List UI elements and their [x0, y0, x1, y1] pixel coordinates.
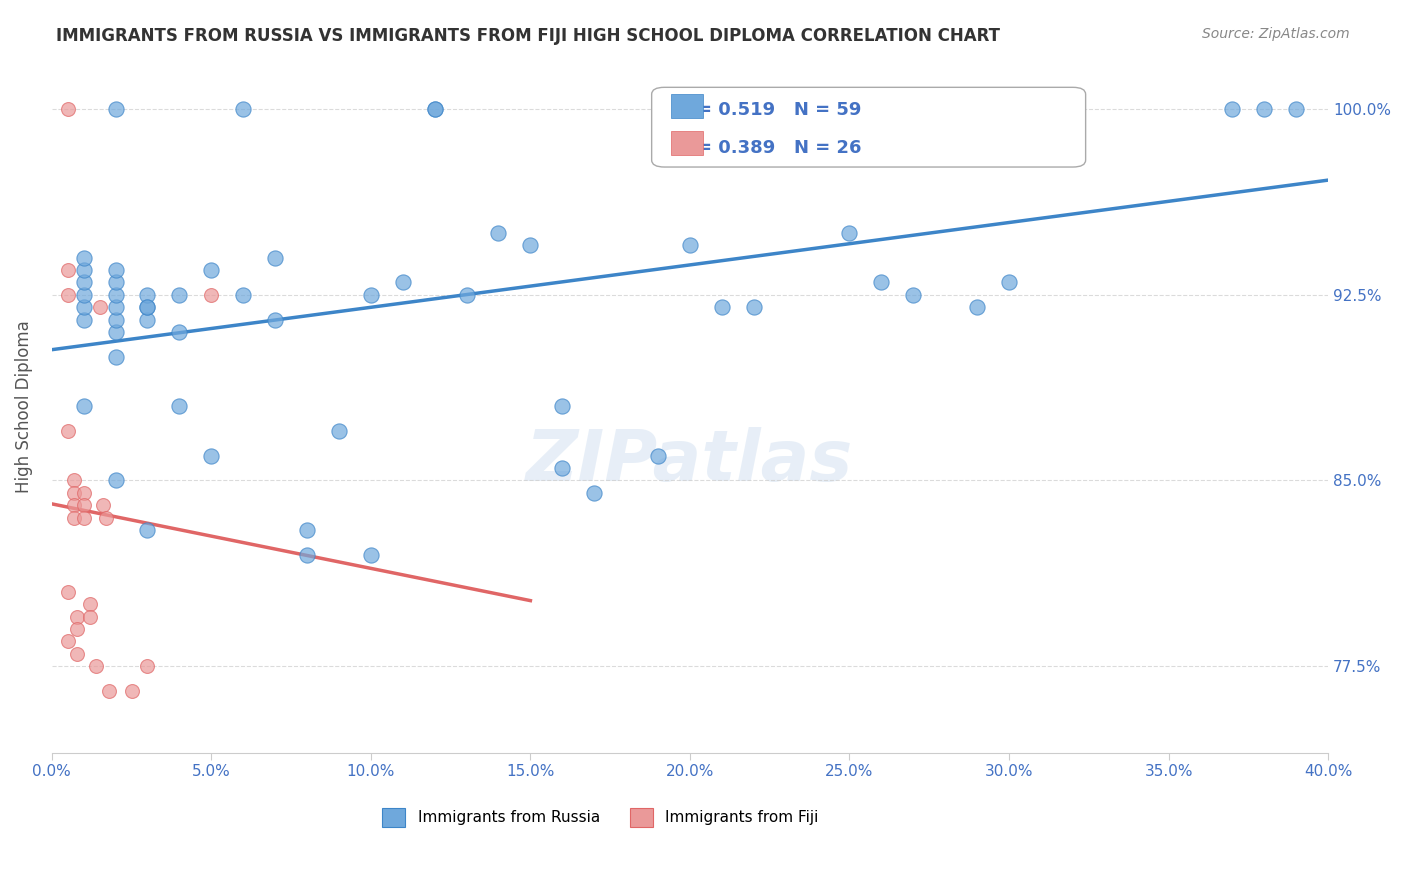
Point	[79, 597, 101, 611]
Point	[104, 287, 127, 301]
Point	[66, 609, 89, 624]
Text: IMMIGRANTS FROM RUSSIA VS IMMIGRANTS FROM FIJI HIGH SCHOOL DIPLOMA CORRELATION C: IMMIGRANTS FROM RUSSIA VS IMMIGRANTS FRO…	[56, 27, 1000, 45]
Point	[200, 287, 222, 301]
Text: R = 0.389   N = 26: R = 0.389 N = 26	[678, 139, 862, 157]
Point	[104, 325, 127, 339]
Point	[806, 102, 828, 116]
Point	[169, 325, 191, 339]
Point	[104, 474, 127, 488]
Point	[136, 300, 159, 314]
Point	[391, 276, 413, 290]
Point	[73, 312, 96, 326]
Point	[1029, 102, 1052, 116]
Point	[79, 609, 101, 624]
Point	[56, 424, 79, 438]
Point	[1285, 102, 1308, 116]
Point	[104, 350, 127, 364]
Point	[73, 399, 96, 413]
Point	[360, 548, 382, 562]
Point	[551, 399, 574, 413]
Point	[295, 523, 318, 537]
Point	[104, 276, 127, 290]
Point	[56, 287, 79, 301]
Point	[73, 251, 96, 265]
Point	[998, 102, 1021, 116]
Text: R = 0.389   N = 26: R = 0.389 N = 26	[671, 139, 855, 157]
Point	[73, 300, 96, 314]
Text: ZIPatlas: ZIPatlas	[526, 427, 853, 496]
Point	[264, 251, 287, 265]
Point	[73, 510, 96, 524]
Text: Source: ZipAtlas.com: Source: ZipAtlas.com	[1202, 27, 1350, 41]
Point	[200, 449, 222, 463]
Point	[73, 263, 96, 277]
Legend: Immigrants from Russia, Immigrants from Fiji: Immigrants from Russia, Immigrants from …	[377, 802, 825, 833]
Point	[870, 276, 893, 290]
Text: R = 0.519   N = 59: R = 0.519 N = 59	[671, 104, 855, 122]
Point	[360, 287, 382, 301]
Point	[423, 102, 446, 116]
Point	[94, 510, 117, 524]
Point	[73, 276, 96, 290]
Point	[66, 647, 89, 661]
Point	[63, 474, 86, 488]
Point	[104, 102, 127, 116]
Point	[551, 461, 574, 475]
Point	[104, 312, 127, 326]
Point	[583, 485, 606, 500]
Point	[104, 300, 127, 314]
Point	[838, 226, 860, 240]
Point	[423, 102, 446, 116]
Point	[647, 449, 669, 463]
Point	[136, 659, 159, 673]
Point	[73, 485, 96, 500]
Point	[903, 287, 925, 301]
Point	[86, 659, 108, 673]
Point	[136, 523, 159, 537]
Point	[1222, 102, 1244, 116]
Point	[63, 498, 86, 512]
Point	[63, 485, 86, 500]
Point	[295, 548, 318, 562]
Point	[136, 312, 159, 326]
FancyBboxPatch shape	[671, 131, 703, 155]
Point	[200, 263, 222, 277]
Point	[488, 226, 510, 240]
Point	[56, 263, 79, 277]
Point	[136, 300, 159, 314]
Point	[56, 634, 79, 648]
Point	[264, 312, 287, 326]
Text: R = 0.519   N = 59: R = 0.519 N = 59	[678, 101, 862, 119]
Point	[104, 263, 127, 277]
Point	[91, 498, 114, 512]
Point	[73, 287, 96, 301]
FancyBboxPatch shape	[651, 87, 1085, 167]
Point	[56, 584, 79, 599]
Point	[232, 102, 254, 116]
Point	[456, 287, 478, 301]
Point	[328, 424, 350, 438]
Y-axis label: High School Diploma: High School Diploma	[15, 319, 32, 492]
Point	[998, 276, 1021, 290]
Point	[1253, 102, 1275, 116]
Point	[519, 238, 541, 252]
Point	[56, 102, 79, 116]
Point	[169, 399, 191, 413]
Point	[679, 238, 702, 252]
Point	[232, 287, 254, 301]
Point	[89, 300, 111, 314]
Point	[66, 622, 89, 636]
Point	[121, 683, 143, 698]
Point	[169, 287, 191, 301]
Point	[966, 300, 988, 314]
FancyBboxPatch shape	[671, 94, 703, 118]
Point	[98, 683, 121, 698]
Point	[73, 498, 96, 512]
Point	[710, 300, 733, 314]
Point	[63, 510, 86, 524]
Point	[742, 300, 765, 314]
Point	[136, 287, 159, 301]
